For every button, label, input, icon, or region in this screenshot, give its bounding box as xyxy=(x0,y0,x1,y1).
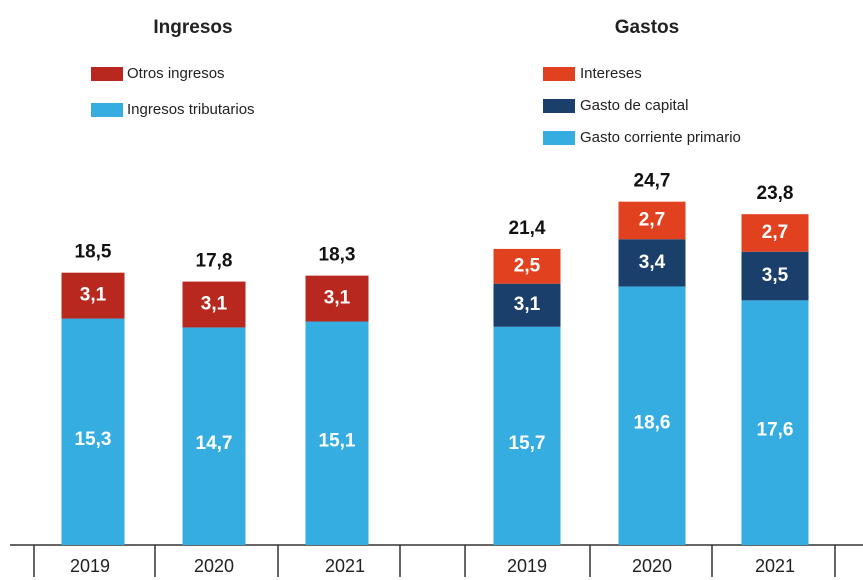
bar-segment xyxy=(618,201,686,240)
total-label: 18,3 xyxy=(319,245,356,266)
legend-label: Intereses xyxy=(580,65,642,82)
value-label: 18,6 xyxy=(634,413,671,434)
x-tick-label: 2020 xyxy=(632,556,672,576)
x-tick-label: 2020 xyxy=(194,556,234,576)
bar-segment xyxy=(618,286,686,545)
total-label: 21,4 xyxy=(509,218,546,239)
bar-segment xyxy=(61,318,125,545)
legend-swatch xyxy=(543,131,575,145)
legend-swatch xyxy=(543,99,575,113)
value-label: 2,7 xyxy=(762,222,788,243)
bar-segment xyxy=(618,239,686,287)
legend-label: Gasto corriente primario xyxy=(580,129,741,146)
bar-segment xyxy=(305,321,369,545)
total-label: 17,8 xyxy=(196,251,233,272)
total-label: 24,7 xyxy=(634,171,671,192)
total-label: 23,8 xyxy=(757,183,794,204)
legend-swatch xyxy=(543,67,575,81)
value-label: 3,4 xyxy=(639,252,666,273)
bar-segment xyxy=(741,214,809,252)
legend-swatch xyxy=(91,67,123,81)
legend-label: Gasto de capital xyxy=(580,97,688,114)
x-tick-label: 2021 xyxy=(325,556,365,576)
value-label: 3,1 xyxy=(201,294,228,315)
value-label: 14,7 xyxy=(196,433,233,454)
value-label: 15,7 xyxy=(509,433,546,454)
bar-segment xyxy=(493,326,561,545)
bar-segment xyxy=(61,272,125,319)
bar-segment xyxy=(493,248,561,284)
bar-segment xyxy=(182,327,246,545)
x-tick-label: 2021 xyxy=(755,556,795,576)
bar-segment xyxy=(305,275,369,322)
total-label: 18,5 xyxy=(75,242,112,263)
bar-segment xyxy=(741,251,809,301)
value-label: 15,3 xyxy=(75,429,112,450)
bar-segment xyxy=(182,281,246,328)
value-label: 3,5 xyxy=(762,265,789,286)
x-tick-label: 2019 xyxy=(507,556,547,576)
legend-swatch xyxy=(91,103,123,117)
bar-segment xyxy=(493,283,561,327)
value-label: 3,1 xyxy=(514,294,541,315)
legend-label: Ingresos tributarios xyxy=(127,101,255,118)
value-label: 2,5 xyxy=(514,255,541,276)
legend-label: Otros ingresos xyxy=(127,65,225,82)
bar-segment xyxy=(741,300,809,545)
value-label: 2,7 xyxy=(639,209,665,230)
value-label: 17,6 xyxy=(757,420,794,441)
chart-title: Ingresos xyxy=(153,17,232,38)
chart-title: Gastos xyxy=(615,17,679,38)
value-label: 3,1 xyxy=(80,285,107,306)
value-label: 3,1 xyxy=(324,288,351,309)
value-label: 15,1 xyxy=(319,430,356,451)
x-tick-label: 2019 xyxy=(70,556,110,576)
